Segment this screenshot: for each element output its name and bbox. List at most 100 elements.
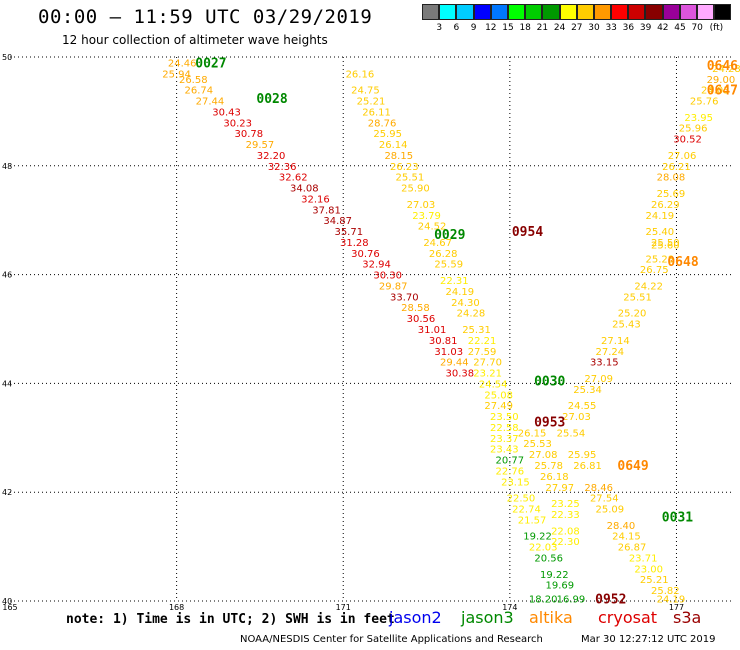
data-point-label: 33.15: [590, 358, 619, 369]
colorbar-swatch: [490, 4, 508, 20]
data-point-label: 24.28: [457, 309, 486, 320]
data-point-label: 26.75: [640, 265, 669, 276]
data-point-label: 19.22: [540, 570, 569, 581]
data-point-label: 30.56: [407, 314, 436, 325]
data-point-label: 23.43: [490, 445, 519, 456]
colorbar-swatch: [628, 4, 646, 20]
data-point-label: 26.87: [618, 543, 647, 554]
data-point-label: 30.43: [212, 107, 241, 118]
colorbar-label: 30: [588, 23, 600, 33]
data-point-label: 24.55: [568, 401, 597, 412]
data-point-label: 24.75: [351, 86, 380, 97]
data-point-label: 25.31: [462, 325, 491, 336]
data-point-label: 28.08: [657, 173, 686, 184]
x-tick-label: 174: [502, 603, 517, 612]
data-point-label: 24.15: [612, 532, 641, 543]
data-point-label: 23.21: [473, 369, 502, 380]
data-point-label: 24.54: [479, 379, 508, 390]
data-point-label: 25.95: [373, 129, 402, 140]
data-point-label: 32.62: [279, 173, 308, 184]
colorbar-swatch: [422, 4, 440, 20]
legend-cryosat: cryosat: [598, 608, 658, 627]
data-point-label: 24.22: [634, 281, 663, 292]
data-point-label: 27.59: [468, 347, 497, 358]
data-point-label: 27.03: [407, 200, 436, 211]
data-point-label: 25.59: [434, 260, 463, 271]
data-point-label: 26.21: [662, 162, 691, 173]
data-point-label: 29.87: [379, 281, 408, 292]
data-point-label: 27.06: [668, 151, 697, 162]
data-point-label: 30.30: [373, 271, 402, 282]
track-time-label: 0648: [667, 255, 698, 270]
colorbar-swatch: [473, 4, 491, 20]
data-point-label: 28.15: [384, 151, 413, 162]
data-point-label: 25.43: [612, 320, 641, 331]
colorbar-label: 42: [657, 23, 669, 33]
data-point-label: 23.50: [490, 412, 519, 423]
colorbar-label: 3: [436, 23, 443, 33]
data-point-label: 25.90: [401, 184, 430, 195]
data-point-label: 26.11: [362, 107, 391, 118]
x-tick-label: 171: [336, 603, 351, 612]
footer-credit: NOAA/NESDIS Center for Satellite Applica…: [240, 634, 543, 645]
data-point-label: 28.76: [368, 118, 397, 129]
data-point-label: 29.00: [707, 75, 736, 86]
note-text: note: 1) Time is in UTC; 2) SWH is in fe…: [66, 612, 395, 627]
data-point-label: 27.09: [584, 374, 613, 385]
data-point-label: 26.28: [429, 249, 458, 260]
data-point-label: 25.51: [396, 173, 425, 184]
data-point-label: 32.36: [268, 162, 297, 173]
colorbar-swatch: [697, 4, 715, 20]
data-point-label: 31.03: [434, 347, 463, 358]
data-point-label: 28.46: [584, 483, 613, 494]
colorbar-swatch: [542, 4, 560, 20]
data-point-label: 20.56: [534, 553, 563, 564]
x-tick-label: 177: [669, 603, 684, 612]
data-point-label: 32.20: [257, 151, 286, 162]
data-point-label: 32.16: [301, 194, 330, 205]
data-point-label: 22.33: [551, 510, 580, 521]
data-point-label: 26.18: [540, 472, 569, 483]
data-point-label: 30.38: [446, 369, 475, 380]
data-point-label: 25.09: [595, 505, 624, 516]
data-point-label: 23.25: [551, 499, 580, 510]
colorbar-swatch: [456, 4, 474, 20]
track-time-label: 0031: [662, 511, 693, 526]
data-point-label: 27.08: [529, 450, 558, 461]
legend-altika: altika: [529, 608, 573, 627]
data-point-label: 24.52: [418, 222, 447, 233]
data-point-label: 30.23: [223, 118, 252, 129]
data-point-label: 26.23: [390, 162, 419, 173]
colorbar-label: 45: [674, 23, 686, 33]
colorbar-swatch: [679, 4, 697, 20]
data-point-label: 26.29: [651, 200, 680, 211]
data-point-label: 25.82: [651, 586, 680, 597]
data-point-label: 25.78: [534, 461, 563, 472]
colorbar-swatch: [593, 4, 612, 20]
data-point-label: 25.28: [645, 254, 674, 265]
data-point-label: 24.67: [423, 238, 452, 249]
data-point-label: 25.94: [162, 69, 191, 80]
data-point-label: 25.21: [357, 97, 386, 108]
data-point-label: 25.54: [557, 428, 586, 439]
data-point-label: 22.03: [529, 543, 558, 554]
data-point-label: 26.16: [346, 69, 375, 80]
data-point-label: 24.03: [701, 86, 730, 97]
data-point-label: 35.71: [334, 227, 363, 238]
colorbar-swatch: [662, 4, 680, 20]
data-point-label: 22.76: [496, 466, 525, 477]
data-point-label: 25.21: [640, 575, 669, 586]
track-time-label: 0029: [434, 228, 465, 243]
data-point-label: 22.58: [490, 423, 519, 434]
data-point-label: 23.95: [684, 113, 713, 124]
data-point-label: 25.40: [645, 227, 674, 238]
data-point-label: 24.46: [168, 58, 197, 69]
data-point-label: 25.34: [573, 385, 602, 396]
data-point-label: 29.44: [440, 358, 469, 369]
track-time-label: 0649: [617, 459, 648, 474]
data-point-label: 18.20: [529, 594, 558, 605]
data-point-label: 30.52: [673, 135, 702, 146]
data-point-label: 30.78: [234, 129, 263, 140]
legend-jason3: jason3: [461, 608, 514, 627]
data-point-label: 22.74: [512, 505, 541, 516]
